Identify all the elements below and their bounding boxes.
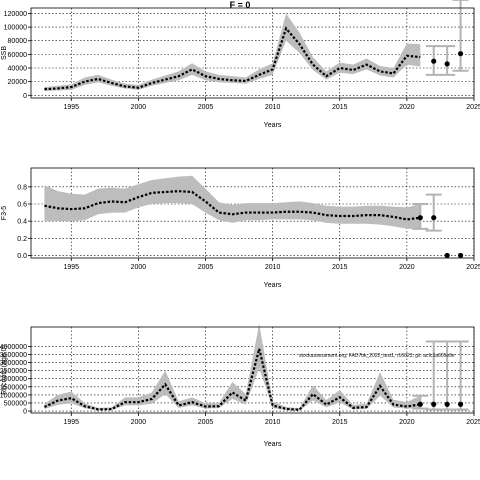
confidence-band <box>44 323 421 411</box>
plot-frame <box>30 326 475 414</box>
panel-fishing-mortality: 1995 2000 2005 2010 2015 2020 2025 0.0 0.2 0.4 0.6… <box>1 167 480 289</box>
panel-recruitment: 1995 2000 2005 2010 2015 2020 2025 0 50000010000… <box>0 323 480 448</box>
x-tick-label: 2025 <box>466 104 480 111</box>
x-tick-label: 2010 <box>265 104 281 111</box>
x-tick-label: 2005 <box>198 419 214 426</box>
y-tick-label: 2000000 <box>0 376 27 383</box>
x-tick-label: 1995 <box>63 264 79 271</box>
x-tick-label: 1995 <box>63 419 79 426</box>
forecast-point <box>431 401 437 407</box>
y-tick-label: 0 <box>23 409 27 416</box>
y-tick-label: 40000 <box>8 66 28 73</box>
y-tick-label: 4000000 <box>0 344 27 351</box>
x-tick-label: 2000 <box>131 104 147 111</box>
x-tick-label: 2000 <box>131 264 147 271</box>
forecast-point <box>431 58 437 64</box>
y-tick-label: 0.8 <box>17 184 27 191</box>
estimate-line <box>43 348 421 411</box>
y-tick-label: 80000 <box>8 38 28 45</box>
y-tick-label: 2500000 <box>0 368 27 375</box>
forecast-point <box>417 215 423 221</box>
y-tick-label: 0 <box>23 93 27 100</box>
x-tick-label: 2005 <box>198 264 214 271</box>
forecast-point <box>457 401 464 407</box>
forecast-point <box>444 401 450 407</box>
y-tick-label: 0.4 <box>17 219 27 226</box>
x-axis-title: Years <box>264 122 282 129</box>
x-tick-label: 2005 <box>198 104 214 111</box>
forecast-point <box>457 252 464 259</box>
y-axis-title: SSB <box>1 46 8 60</box>
y-tick-label: 60000 <box>8 52 28 59</box>
y-axis-title: Recruits (age 0) <box>1 345 8 395</box>
x-tick-label: 2020 <box>399 419 415 426</box>
y-tick-label: 0.2 <box>17 236 27 243</box>
x-axis-title: Years <box>264 282 282 289</box>
figure-title: F = 0 <box>230 0 251 10</box>
x-tick-label: 2010 <box>265 264 281 271</box>
estimate-line <box>44 26 421 91</box>
x-tick-label: 2025 <box>466 264 480 271</box>
forecast-point <box>444 61 450 67</box>
x-tick-label: 2015 <box>332 104 348 111</box>
y-tick-label: 120000 <box>4 11 27 18</box>
x-tick-label: 1995 <box>63 104 79 111</box>
y-tick-label: 500000 <box>4 400 27 407</box>
plot-frame <box>30 167 475 259</box>
x-tick-label: 2025 <box>466 419 480 426</box>
x-axis-title: Years <box>264 441 282 448</box>
forecast-point <box>457 51 464 57</box>
forecast-point <box>417 401 423 407</box>
x-tick-label: 2015 <box>332 419 348 426</box>
y-axis-title: F3-5 <box>1 206 8 221</box>
y-tick-label: 3500000 <box>0 352 27 359</box>
x-tick-label: 2020 <box>399 104 415 111</box>
x-tick-label: 2000 <box>131 419 147 426</box>
y-tick-label: 100000 <box>4 25 27 32</box>
plot-frame <box>30 7 475 99</box>
assessment-annotation: stockassessment.org, FAD7bk_2022_test1, … <box>299 353 455 359</box>
panel-ssb: 1995 2000 2005 2010 2015 2020 2025 0 20000 40000 6… <box>1 0 480 129</box>
y-tick-label: 20000 <box>8 79 28 86</box>
y-tick-label: 3000000 <box>0 360 27 367</box>
y-tick-label: 0.6 <box>17 202 27 209</box>
x-tick-label: 2020 <box>399 264 415 271</box>
x-tick-label: 2010 <box>265 419 281 426</box>
x-tick-label: 2015 <box>332 264 348 271</box>
y-tick-label: 1500000 <box>0 384 27 391</box>
confidence-band <box>44 13 421 92</box>
estimate-line <box>44 190 421 221</box>
y-tick-label: 0.0 <box>17 253 27 260</box>
forecast-point <box>444 252 450 259</box>
forecast-point <box>431 215 437 221</box>
y-tick-label: 1000000 <box>0 392 27 399</box>
